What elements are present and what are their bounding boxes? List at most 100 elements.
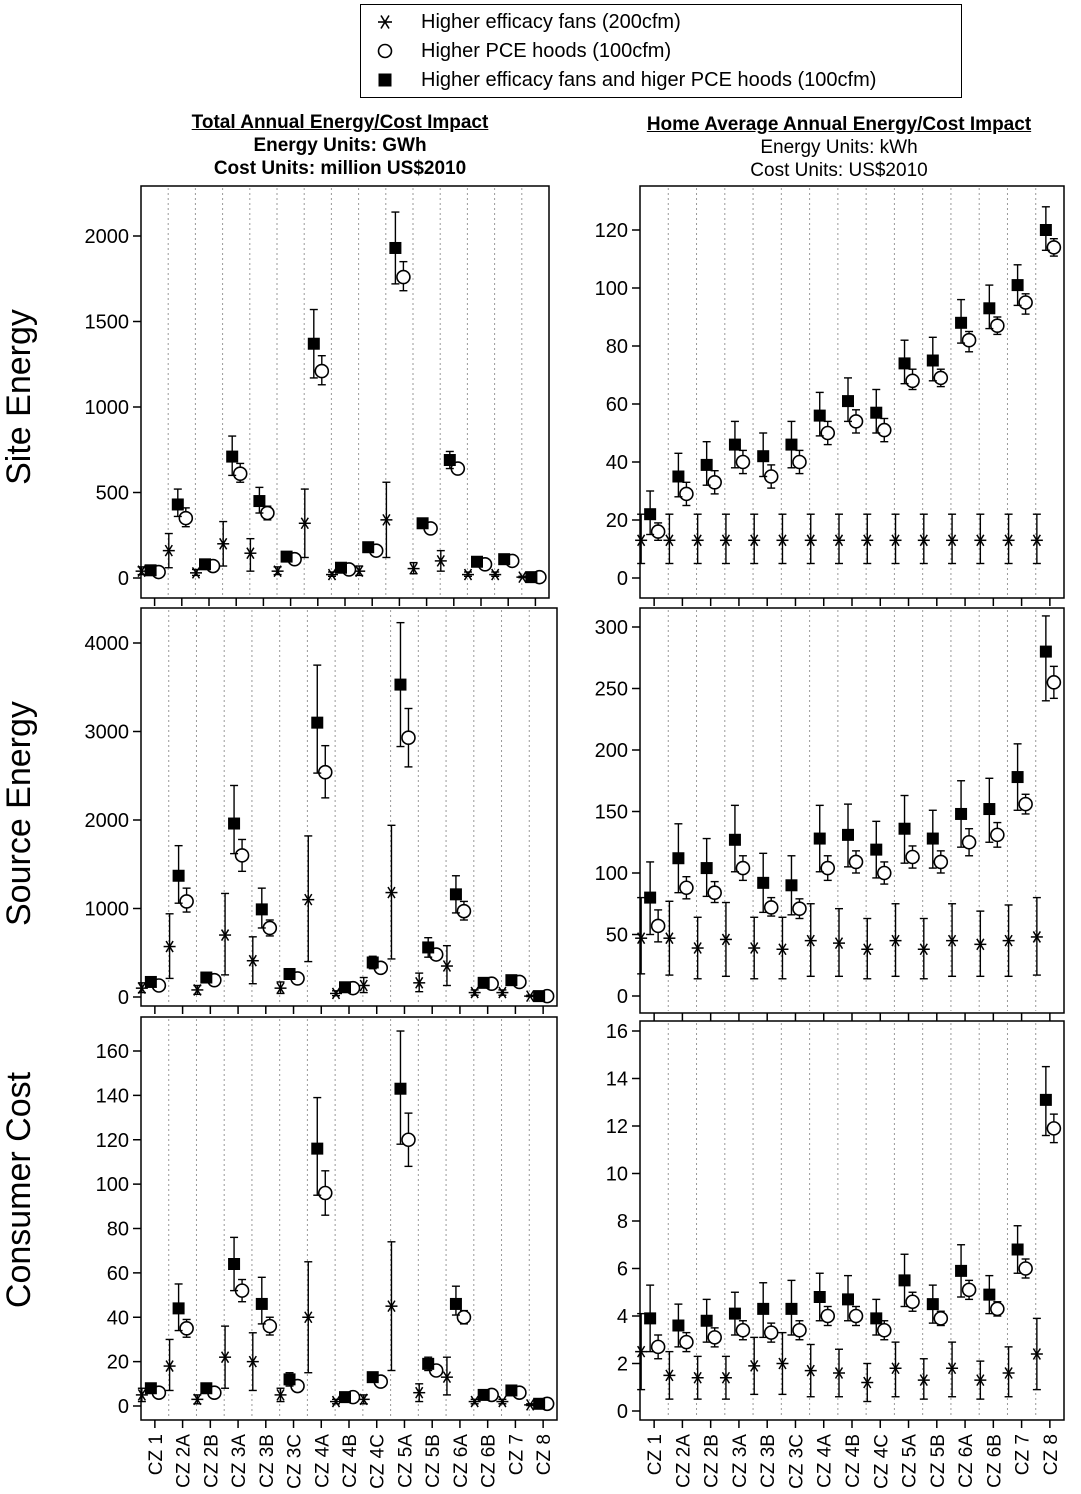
square-point (366, 956, 379, 969)
y-tick-label: 0 (118, 1396, 129, 1418)
square-point (842, 395, 854, 408)
square-point (757, 450, 770, 463)
asterisk-stroke (442, 1371, 452, 1384)
asterisk-stroke (1004, 934, 1013, 947)
asterisk-point (917, 534, 930, 547)
circle-point (933, 854, 949, 870)
asterisk-point (440, 960, 453, 972)
y-tick-label: 100 (595, 278, 628, 300)
circle-point (735, 454, 751, 470)
asterisk-point (663, 1369, 676, 1382)
square-point (505, 974, 518, 987)
asterisk-point (385, 886, 398, 899)
circle-point (1018, 796, 1033, 812)
circle-point (679, 1334, 694, 1350)
square-point (785, 879, 798, 892)
asterisk-point (804, 934, 817, 947)
y-tick-label: 250 (595, 679, 628, 701)
y-tick-label: 4000 (85, 633, 130, 655)
x-tick-label: CZ 3C (786, 1434, 807, 1489)
asterisk-stroke (919, 943, 928, 956)
asterisk-point (462, 568, 474, 581)
circle-point (820, 860, 836, 876)
square-point (200, 1382, 213, 1395)
square-point (757, 876, 770, 889)
asterisk-stroke (137, 982, 146, 995)
x-tick-label: CZ 2A (673, 1434, 694, 1488)
circle-point (876, 1322, 892, 1338)
asterisk-point (274, 982, 287, 995)
asterisk-stroke (470, 1395, 479, 1408)
asterisk-point (946, 934, 959, 947)
square-point (416, 517, 429, 530)
square-point (955, 316, 968, 329)
asterisk-stroke (442, 960, 452, 972)
asterisk-stroke (248, 1355, 257, 1368)
square-point (533, 990, 546, 1003)
asterisk-stroke (165, 1360, 174, 1372)
square-point (144, 564, 157, 577)
asterisk-stroke (248, 954, 257, 967)
square-point (926, 832, 939, 845)
asterisk-point (776, 1357, 789, 1370)
asterisk-stroke (693, 942, 702, 954)
asterisk-stroke (947, 534, 957, 547)
square-point (842, 1293, 854, 1306)
legend-label: Higher efficacy fans and higer PCE hoods… (421, 68, 877, 91)
circle-point (820, 1308, 836, 1324)
asterisk-stroke (806, 534, 815, 547)
circle-point (178, 510, 194, 526)
legend-label: Higher PCE hoods (100cfm) (421, 39, 672, 62)
asterisk-stroke (806, 934, 815, 947)
square-point (339, 1391, 351, 1404)
asterisk-point (135, 982, 148, 995)
square-point (449, 1297, 462, 1310)
asterisk-stroke (415, 1386, 424, 1399)
x-tick-label: CZ 6B (984, 1434, 1005, 1488)
square-point (307, 337, 320, 350)
asterisk-point (191, 984, 204, 996)
asterisk-stroke (947, 1362, 957, 1375)
y-tick-label: 0 (118, 568, 129, 590)
asterisk-stroke (976, 938, 985, 951)
x-tick-label: CZ 8 (534, 1434, 555, 1475)
square-point (1011, 279, 1024, 292)
asterisk-point (298, 517, 311, 530)
x-tick-label: CZ 6A (451, 1434, 472, 1488)
square-point (1039, 645, 1052, 658)
y-tick-label: 50 (606, 925, 628, 947)
circle-point (961, 332, 977, 348)
circle-point (1018, 1261, 1033, 1276)
y-tick-label: 80 (107, 1219, 129, 1241)
asterisk-stroke (304, 893, 313, 906)
circle-point (1046, 240, 1062, 255)
x-tick-label: CZ 3A (730, 1434, 751, 1488)
square-point (171, 498, 184, 511)
asterisk-stroke (637, 1345, 646, 1358)
square-point (283, 1373, 296, 1386)
asterisk-point (468, 986, 481, 999)
asterisk-point (748, 942, 761, 954)
asterisk-stroke (409, 562, 418, 575)
asterisk-point (1002, 534, 1015, 547)
asterisk-stroke (976, 534, 985, 547)
y-tick-label: 2000 (85, 810, 130, 832)
asterisk-point (244, 547, 257, 560)
asterisk-stroke (355, 565, 364, 578)
circle-point (876, 422, 892, 438)
plot-frame (639, 1020, 1065, 1421)
x-tick-label: CZ 7 (1013, 1434, 1034, 1475)
asterisk-point (776, 943, 789, 956)
asterisk-stroke (863, 534, 872, 547)
x-tick-label: CZ 3A (229, 1434, 250, 1488)
plot-frame (140, 185, 550, 599)
y-tick-label: 100 (96, 1174, 129, 1196)
square-point (477, 976, 490, 989)
square-point (644, 1312, 657, 1325)
asterisk-stroke (693, 534, 702, 547)
square-point (228, 817, 241, 830)
asterisk-stroke (220, 929, 230, 941)
asterisk-point (635, 534, 648, 547)
asterisk-point (1002, 1367, 1015, 1379)
x-tick-label: CZ 3C (285, 1434, 306, 1489)
